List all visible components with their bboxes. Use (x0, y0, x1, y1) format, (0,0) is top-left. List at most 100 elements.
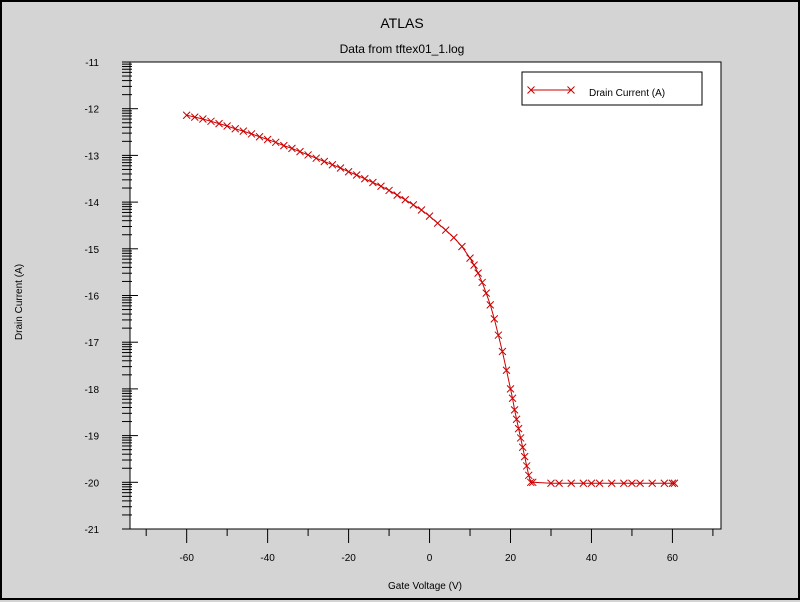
x-tick-label: 0 (427, 553, 433, 564)
y-tick-label: -21 (85, 525, 100, 536)
data-point-marker (377, 182, 385, 191)
data-point-marker (199, 115, 207, 123)
y-tick-label: -19 (85, 432, 100, 443)
data-point-marker (271, 138, 280, 147)
data-point-marker (518, 443, 527, 452)
data-point-marker (207, 117, 215, 126)
data-point-marker (494, 331, 503, 340)
y-axis: -21 -20 -19 -18 -17 -16 -15 -14 -13 -12 -11 (85, 58, 138, 536)
data-point-marker (508, 394, 517, 403)
data-point-marker (369, 178, 377, 187)
data-point-marker (567, 479, 576, 488)
legend-marker-right (567, 86, 575, 94)
data-point-marker (555, 479, 563, 488)
data-point-marker (312, 154, 321, 163)
data-point-marker (524, 471, 533, 480)
data-point-marker (449, 233, 458, 242)
data-point-marker (516, 434, 525, 442)
y-tick-label: -14 (85, 198, 100, 209)
data-point-marker (628, 479, 636, 488)
data-point-marker (182, 111, 191, 120)
series-drain-current (182, 111, 679, 488)
y-tick-label: -20 (85, 478, 100, 489)
data-point-marker (579, 479, 588, 488)
legend-box (521, 71, 703, 106)
data-point-marker (526, 478, 535, 487)
data-point-marker (607, 479, 616, 488)
data-point-marker (263, 135, 272, 144)
x-tick-label: -20 (341, 553, 356, 564)
data-point-marker (239, 127, 248, 135)
data-point-marker (636, 479, 644, 488)
data-point-marker (433, 219, 442, 227)
data-point-marker (247, 130, 256, 138)
y-tick-label: -16 (85, 292, 100, 303)
data-point-marker (510, 406, 519, 414)
data-point-marker (502, 366, 511, 375)
y-tick-label: -18 (85, 385, 100, 396)
data-point-marker (670, 479, 679, 488)
data-point-marker (190, 113, 199, 121)
y-tick-label: -17 (85, 338, 100, 349)
x-tick-label: -40 (260, 553, 275, 564)
x-axis-label: Gate Voltage (V) (388, 581, 462, 592)
data-point-marker (393, 191, 402, 199)
data-point-marker (336, 164, 345, 172)
data-point-marker (490, 314, 499, 323)
data-point-marker (360, 174, 369, 183)
data-point-marker (328, 160, 337, 169)
data-point-marker (547, 479, 555, 488)
y-tick-label: -13 (85, 151, 100, 162)
data-point-marker (255, 132, 264, 141)
data-point-marker (288, 144, 296, 153)
y-axis-label: Drain Current (A) (14, 264, 25, 340)
data-point-marker (425, 212, 434, 220)
data-point-marker (409, 201, 418, 209)
data-point-marker (215, 119, 223, 128)
data-point-marker (320, 157, 329, 166)
chart-subtitle: Data from tftex01_1.log (340, 42, 465, 56)
data-point-marker (466, 254, 474, 262)
data-point-marker (296, 147, 304, 156)
data-point-marker (401, 195, 410, 204)
data-point-marker (279, 141, 288, 150)
data-point-marker (231, 124, 240, 133)
y-tick-label: -15 (85, 245, 100, 256)
x-axis: -60 -40 -20 0 20 40 60 (145, 529, 714, 564)
x-tick-label: -60 (179, 553, 194, 564)
data-point-marker (344, 167, 353, 176)
x-tick-label: 60 (667, 553, 679, 564)
chart-title: ATLAS (380, 15, 423, 31)
data-point-marker (668, 479, 677, 488)
data-point-marker (441, 226, 450, 234)
data-point-marker (595, 479, 604, 488)
data-point-marker (478, 278, 487, 287)
data-point-marker (514, 424, 523, 433)
data-point-marker (474, 269, 482, 277)
data-point-marker (470, 261, 478, 269)
data-point-marker (482, 289, 491, 298)
data-point-marker (522, 462, 531, 470)
data-point-marker (458, 242, 466, 251)
data-point-marker (486, 300, 495, 309)
x-tick-label: 20 (505, 553, 517, 564)
data-point-marker (528, 478, 537, 487)
data-point-marker (648, 479, 657, 488)
data-point-marker (512, 415, 521, 424)
y-tick-label: -12 (85, 105, 100, 116)
data-point-marker (498, 347, 507, 356)
data-point-marker (385, 186, 393, 195)
data-point-marker (352, 171, 361, 179)
data-point-marker (619, 479, 628, 488)
data-point-marker (520, 452, 529, 461)
x-tick-label: 40 (586, 553, 598, 564)
data-point-marker (660, 479, 669, 488)
legend-label: Drain Current (A) (589, 88, 665, 99)
data-point-marker (506, 385, 515, 393)
legend: Drain Current (A) (521, 71, 703, 106)
y-tick-label: -11 (85, 58, 99, 69)
plot-area (129, 61, 722, 530)
data-point-marker (304, 151, 312, 159)
